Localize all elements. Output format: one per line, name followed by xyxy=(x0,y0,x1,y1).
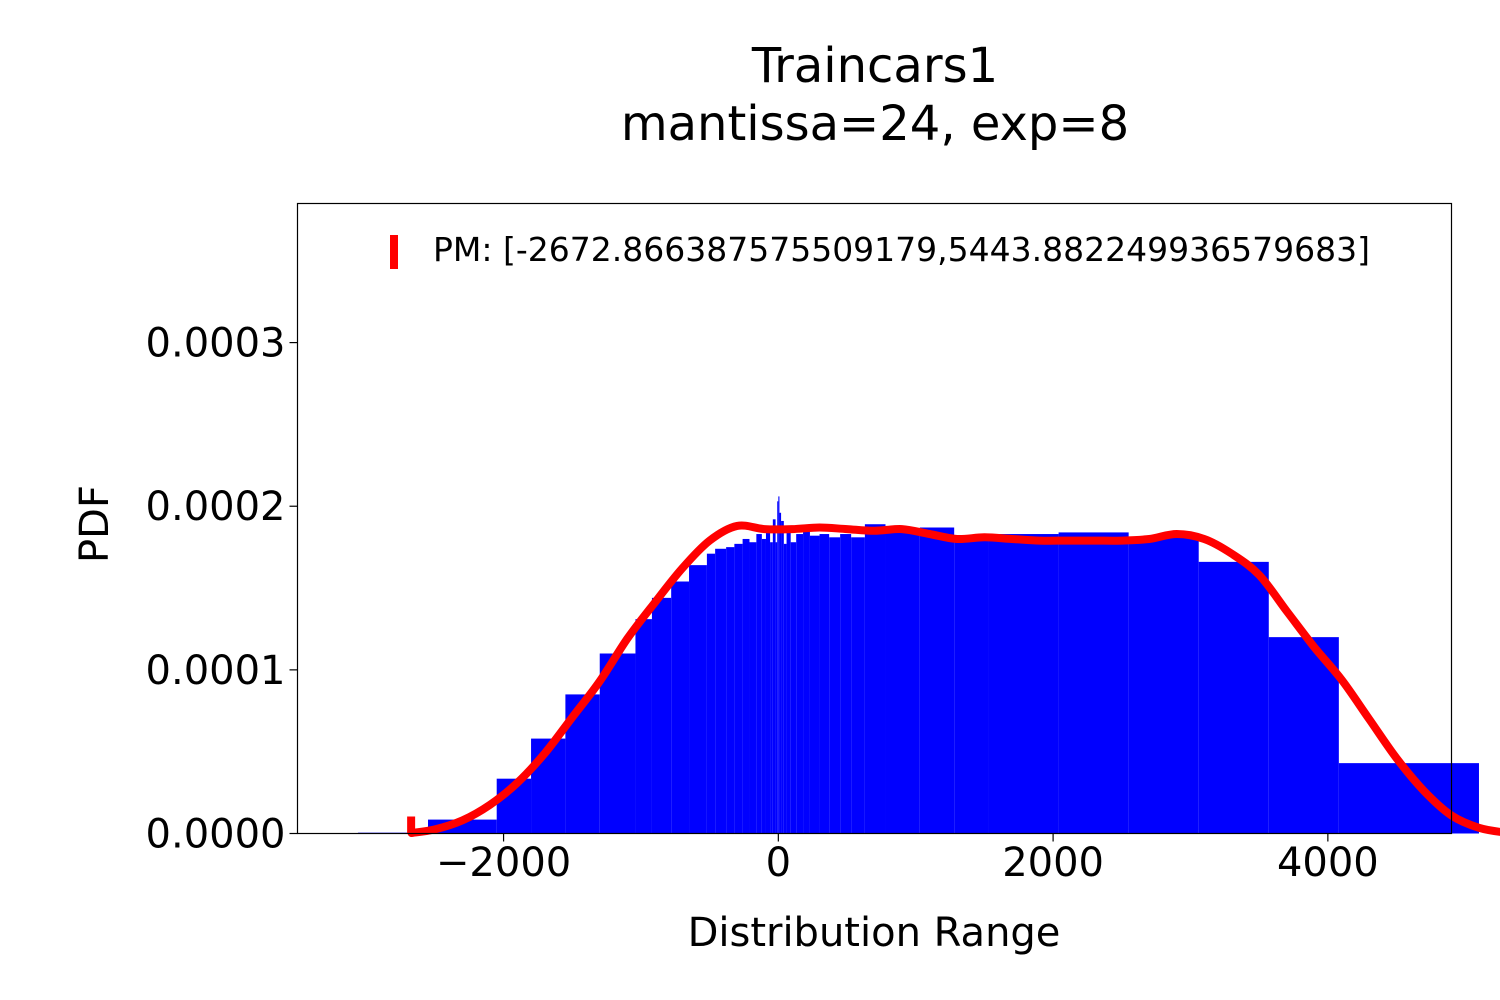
x-tick-label: −2000 xyxy=(436,840,571,886)
histogram-bar xyxy=(796,534,804,834)
histogram-bar xyxy=(706,553,716,834)
y-tick-label: 0.0001 xyxy=(146,648,286,694)
chart-title: Traincars1 xyxy=(751,38,999,94)
histogram-bar xyxy=(829,537,841,834)
histogram-bar xyxy=(840,534,852,834)
histogram-bar xyxy=(954,538,989,834)
histogram-bar xyxy=(749,542,757,834)
histogram-bar xyxy=(775,542,778,834)
histogram-bar xyxy=(819,534,830,834)
histogram-bar xyxy=(851,537,865,834)
histogram-bar xyxy=(885,530,920,834)
chart-subtitle: mantissa=24, exp=8 xyxy=(620,96,1130,152)
histogram-bar xyxy=(783,543,787,834)
histogram-bar xyxy=(988,534,1059,834)
histogram-bar xyxy=(772,519,776,834)
x-tick-label: 0 xyxy=(766,840,791,886)
histogram-bar xyxy=(790,542,797,834)
histogram-bar xyxy=(715,548,727,834)
histogram-bar xyxy=(651,597,672,834)
plot-frame xyxy=(296,202,1453,835)
x-axis-label: Distribution Range xyxy=(688,910,1061,956)
legend-label: PM: [-2672.866387575509179,5443.88224993… xyxy=(433,230,1370,269)
histogram-bar xyxy=(786,529,791,834)
y-tick-label: 0.0000 xyxy=(146,812,286,858)
histogram-bar xyxy=(671,581,690,834)
pm-interval-markers xyxy=(407,816,416,834)
histogram-bar xyxy=(734,543,743,834)
x-axis-ticks: −2000 0 2000 4000 xyxy=(436,833,1379,886)
histogram-bar xyxy=(1198,561,1269,834)
histogram-bar xyxy=(742,538,750,834)
histogram-bar xyxy=(599,653,636,834)
histogram-bar xyxy=(689,565,707,834)
histogram-bar xyxy=(779,512,782,834)
histogram-bar xyxy=(635,619,652,834)
pm-marker xyxy=(407,816,416,834)
histogram-bar xyxy=(1128,537,1199,834)
histogram-bars xyxy=(357,496,1479,834)
histogram-bar xyxy=(809,535,820,834)
legend-marker xyxy=(390,235,398,269)
histogram-bar xyxy=(756,534,762,834)
histogram-bar xyxy=(919,527,955,834)
histogram-bar xyxy=(781,520,784,834)
histogram-bar xyxy=(765,529,771,834)
x-tick-label: 2000 xyxy=(1002,840,1104,886)
y-tick-label: 0.0002 xyxy=(146,484,286,530)
histogram-bar xyxy=(1058,532,1129,834)
histogram-bar xyxy=(726,547,735,834)
histogram-bar xyxy=(864,524,886,834)
histogram-bar xyxy=(803,529,810,834)
y-axis-label: PDF xyxy=(72,485,118,563)
legend: PM: [-2672.866387575509179,5443.88224993… xyxy=(390,230,1370,269)
histogram-bar xyxy=(778,496,780,834)
y-axis-ticks: 0.0000 0.0001 0.0002 0.0003 xyxy=(146,321,298,858)
x-tick-label: 4000 xyxy=(1277,840,1379,886)
histogram-bar xyxy=(761,538,766,834)
histogram-bar xyxy=(770,542,773,834)
histogram-bar xyxy=(777,501,779,834)
histogram-bar xyxy=(1268,637,1339,834)
kde-curve xyxy=(407,521,1500,837)
y-tick-label: 0.0003 xyxy=(146,321,286,367)
